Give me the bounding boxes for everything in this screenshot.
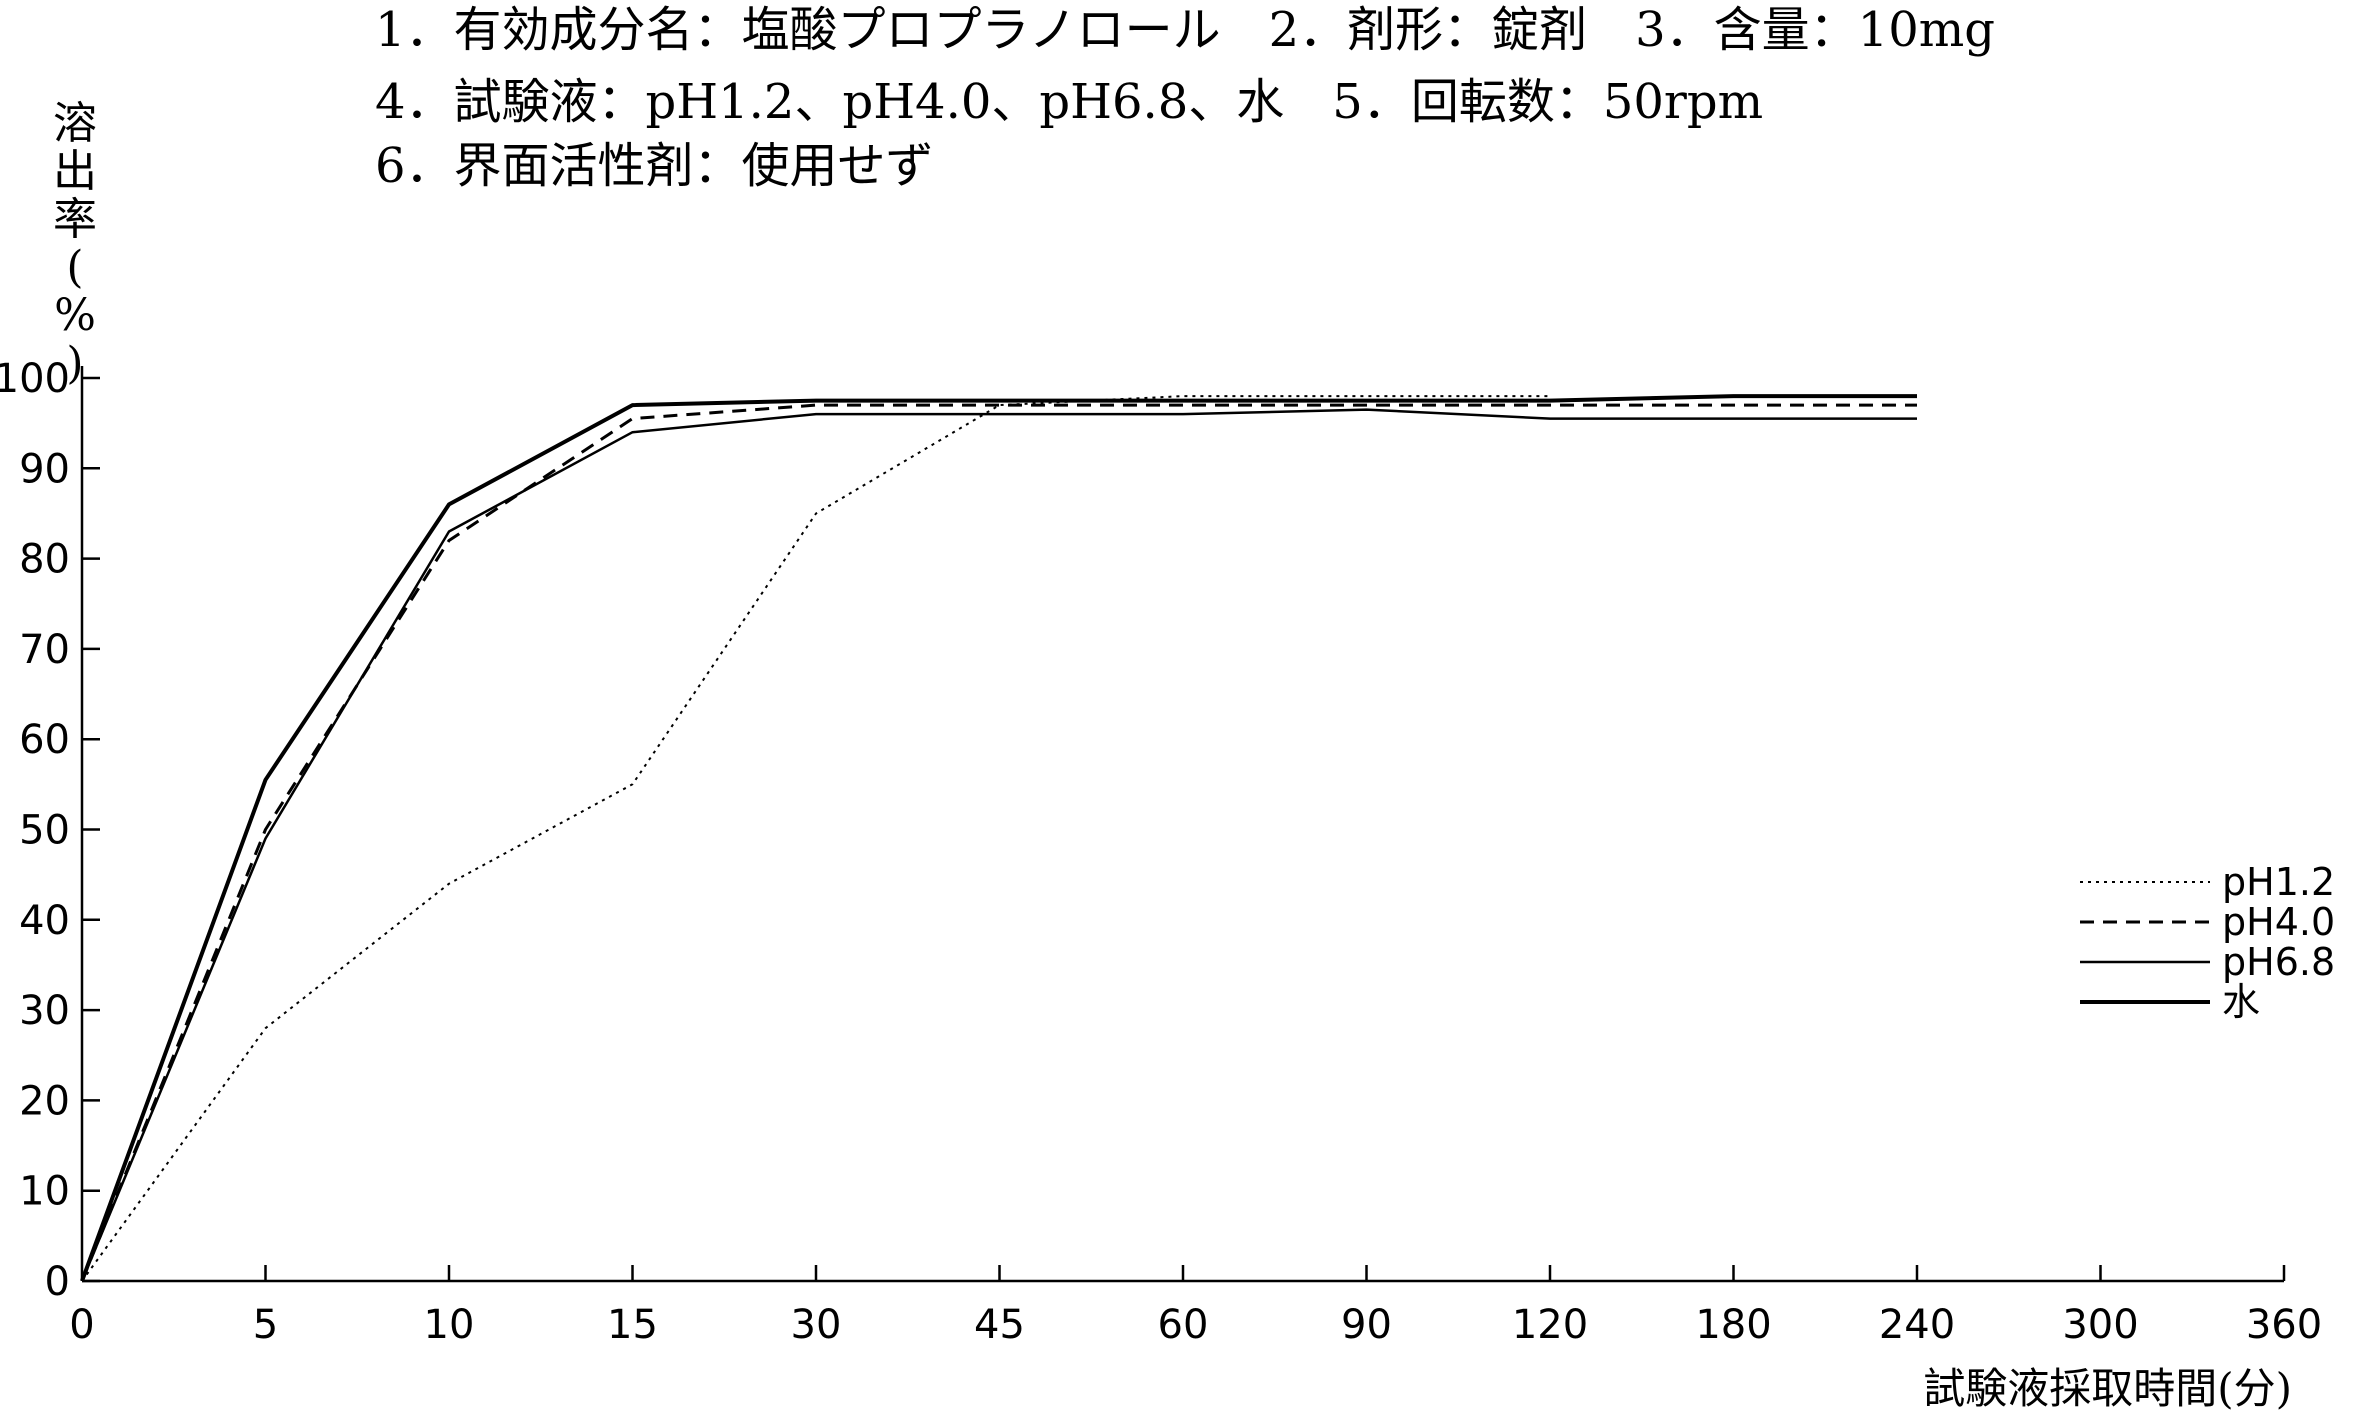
legend-label: pH4.0 <box>2222 900 2335 944</box>
x-axis-label: 試験液採取時間(分) <box>1923 1364 2292 1413</box>
y-tick-label: 100 <box>0 356 70 402</box>
y-tick-label: 10 <box>19 1169 70 1215</box>
x-tick-label: 10 <box>424 1302 475 1348</box>
x-tick-label: 300 <box>2062 1302 2138 1348</box>
y-tick-label: 50 <box>19 808 70 854</box>
y-axis-label: 溶出率(%) <box>40 100 110 388</box>
y-axis-label-char: 溶 <box>53 98 97 149</box>
x-tick-label: 45 <box>974 1302 1025 1348</box>
header-line-3: 6．界面活性剤：使用せず <box>375 138 934 194</box>
y-tick-label: 0 <box>45 1259 70 1305</box>
x-tick-label: 90 <box>1341 1302 1392 1348</box>
y-tick-label: 30 <box>19 988 70 1034</box>
x-tick-label: 360 <box>2246 1302 2322 1348</box>
series-line-3 <box>80 408 1917 1282</box>
y-axis-label-char: ) <box>66 338 84 389</box>
series-line-4 <box>80 394 1917 1282</box>
header-line-2: 4．試験液：pH1.2、pH4.0、pH6.8、水 5．回転数：50rpm <box>375 74 1764 130</box>
y-axis-label-char: 出 <box>53 146 97 197</box>
y-axis-label-char: % <box>54 290 96 341</box>
x-tick-label: 5 <box>253 1302 278 1348</box>
legend-label: pH6.8 <box>2222 940 2335 984</box>
legend-label: 水 <box>2222 980 2260 1024</box>
x-tick-label: 30 <box>791 1302 842 1348</box>
y-axis-label-char: ( <box>66 242 84 293</box>
x-tick-label: 60 <box>1158 1302 1209 1348</box>
y-tick-label: 90 <box>19 446 70 492</box>
series-line-1 <box>81 395 1550 1282</box>
legend-label: pH1.2 <box>2222 860 2335 904</box>
y-axis-label-char: 率 <box>53 194 97 245</box>
y-tick-label: 80 <box>19 537 70 583</box>
header-line-1: 1．有効成分名：塩酸プロプラノロール 2．剤形：錠剤 3．含量：10mg <box>375 2 1995 58</box>
x-tick-label: 0 <box>69 1302 94 1348</box>
y-tick-label: 70 <box>19 627 70 673</box>
x-tick-label: 180 <box>1695 1302 1771 1348</box>
x-tick-label: 120 <box>1512 1302 1588 1348</box>
x-tick-label: 15 <box>607 1302 658 1348</box>
y-tick-label: 20 <box>19 1078 70 1124</box>
x-tick-label: 240 <box>1879 1302 1955 1348</box>
y-tick-label: 60 <box>19 717 70 763</box>
y-tick-label: 40 <box>19 898 70 944</box>
series-line-2 <box>80 403 1917 1282</box>
